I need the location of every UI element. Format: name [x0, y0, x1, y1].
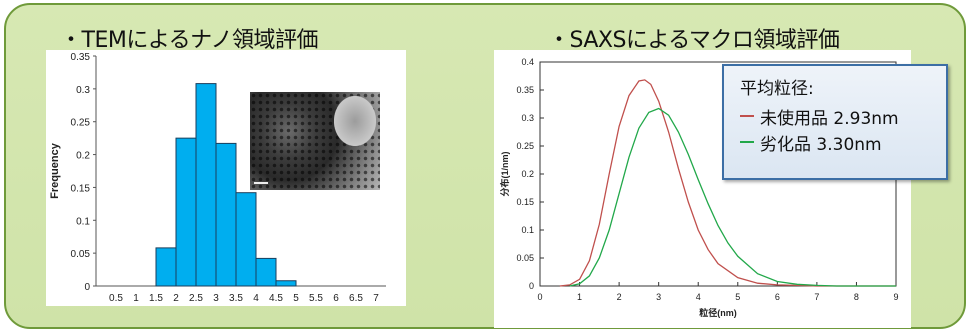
legend-item-degraded: 劣化品 3.30nm — [740, 129, 946, 155]
x-tick-label: 3.5 — [229, 293, 243, 304]
x-tick-label: 5 — [735, 292, 740, 302]
legend-label-degraded: 劣化品 3.30nm — [760, 134, 882, 155]
x-tick-label: 5 — [293, 293, 299, 304]
legend-title: 平均粒径: — [740, 79, 814, 99]
saxs-heading: ・SAXSによるマクロ領域評価 — [548, 28, 840, 53]
y-tick-label: 0.3 — [76, 85, 90, 96]
y-tick-label: 0 — [529, 281, 534, 291]
y-tick-label: 0.3 — [521, 113, 534, 123]
y-tick-label: 0.1 — [76, 216, 90, 227]
x-tick-label: 4 — [696, 292, 701, 302]
histogram-bar — [235, 192, 257, 287]
tem-heading: ・TEMによるナノ領域評価 — [60, 28, 319, 53]
histogram-bar — [195, 83, 217, 287]
y-tick-label: 0.05 — [71, 249, 91, 260]
x-tick-label: 2.5 — [189, 293, 203, 304]
y-tick-label: 0.25 — [71, 118, 91, 129]
x-tick-label: 2 — [173, 293, 179, 304]
saxs-distribution-plot: 0 0.05 0.1 0.15 0.2 0.25 0.3 0.35 0.4 0 1 2 3 4 5 6 7 8 9 粒… — [499, 57, 899, 318]
x-tick-label: 6.5 — [349, 293, 363, 304]
x-tick-label: 6 — [775, 292, 780, 302]
legend-swatch-new — [740, 115, 754, 117]
x-tick-label: 1 — [577, 292, 582, 302]
y-tick-label: 0.15 — [71, 183, 91, 194]
histogram-bar — [255, 257, 277, 287]
series-line-degraded — [569, 107, 896, 287]
legend-item-new: 未使用品 2.93nm — [740, 103, 946, 129]
legend-swatch-degraded — [740, 141, 754, 143]
histogram-bar — [215, 142, 237, 287]
histogram-bar — [155, 247, 177, 287]
scale-bar — [254, 182, 268, 184]
y-tick-label: 0.35 — [71, 52, 91, 63]
y-tick-label: 0.4 — [521, 57, 534, 67]
histogram-bar — [275, 280, 297, 287]
histogram-bar — [175, 137, 197, 287]
y-tick-label: 0.35 — [516, 85, 534, 95]
y-tick-label: 0.25 — [516, 141, 534, 151]
x-axis-title: 粒径(nm) — [699, 307, 737, 318]
x-axis-title: Particle size/ nm — [198, 305, 284, 306]
y-tick-label: 0.2 — [76, 151, 90, 162]
x-tick-label: 3 — [213, 293, 219, 304]
x-tick-label: 6 — [333, 293, 339, 304]
x-tick-label: 4 — [253, 293, 259, 304]
x-tick-label: 0.5 — [109, 293, 123, 304]
y-axis-title: 分布(1/nm) — [499, 151, 510, 196]
x-tick-label: 7 — [373, 293, 379, 304]
x-tick-label: 5.5 — [309, 293, 323, 304]
series-line-new — [559, 79, 896, 287]
x-tick-label: 0 — [537, 292, 542, 302]
y-tick-label: 0 — [84, 282, 90, 293]
legend-label-new: 未使用品 2.93nm — [760, 108, 899, 129]
y-axis-title: Frequency — [49, 142, 61, 199]
x-tick-label: 8 — [854, 292, 859, 302]
x-tick-label: 1 — [133, 293, 139, 304]
x-tick-label: 7 — [814, 292, 819, 302]
tem-micrograph-image — [250, 92, 380, 190]
y-tick-label: 0.15 — [516, 197, 534, 207]
x-tick-label: 4.5 — [269, 293, 283, 304]
average-size-legend: 平均粒径: 未使用品 2.93nm 劣化品 3.30nm — [722, 64, 948, 180]
y-tick-label: 0.2 — [521, 169, 534, 179]
x-tick-label: 9 — [893, 292, 898, 302]
x-tick-label: 2 — [617, 292, 622, 302]
x-tick-label: 1.5 — [149, 293, 163, 304]
y-tick-label: 0.05 — [516, 253, 534, 263]
y-tick-label: 0.1 — [521, 225, 534, 235]
x-tick-label: 3 — [656, 292, 661, 302]
